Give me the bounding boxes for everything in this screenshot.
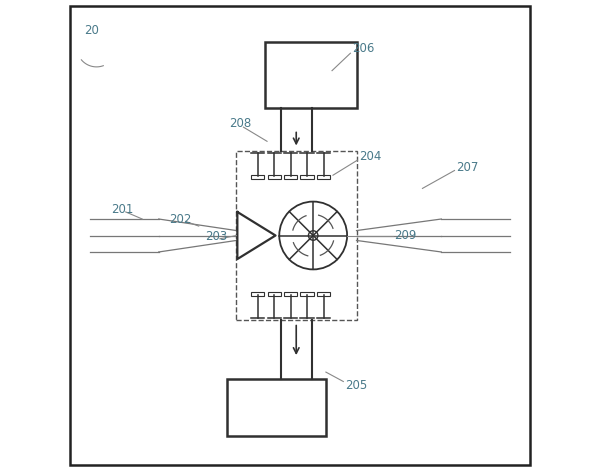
Bar bbox=[317, 292, 330, 296]
Bar bbox=[227, 379, 326, 436]
Bar bbox=[317, 175, 330, 179]
Text: 205: 205 bbox=[345, 379, 367, 392]
Bar bbox=[251, 175, 264, 179]
Bar bbox=[268, 175, 281, 179]
Bar bbox=[236, 151, 356, 320]
Text: 209: 209 bbox=[394, 229, 416, 242]
Bar bbox=[284, 292, 297, 296]
Text: 206: 206 bbox=[352, 42, 374, 55]
Text: 20: 20 bbox=[84, 24, 99, 37]
Bar bbox=[284, 175, 297, 179]
Text: 208: 208 bbox=[229, 117, 251, 130]
Text: 207: 207 bbox=[457, 161, 479, 174]
Text: 202: 202 bbox=[169, 212, 191, 226]
Text: 203: 203 bbox=[205, 230, 227, 243]
Text: 204: 204 bbox=[359, 150, 381, 163]
Bar bbox=[301, 292, 314, 296]
Bar bbox=[265, 42, 356, 108]
Bar bbox=[301, 175, 314, 179]
Text: 201: 201 bbox=[112, 203, 134, 216]
Bar bbox=[251, 292, 264, 296]
Bar bbox=[268, 292, 281, 296]
